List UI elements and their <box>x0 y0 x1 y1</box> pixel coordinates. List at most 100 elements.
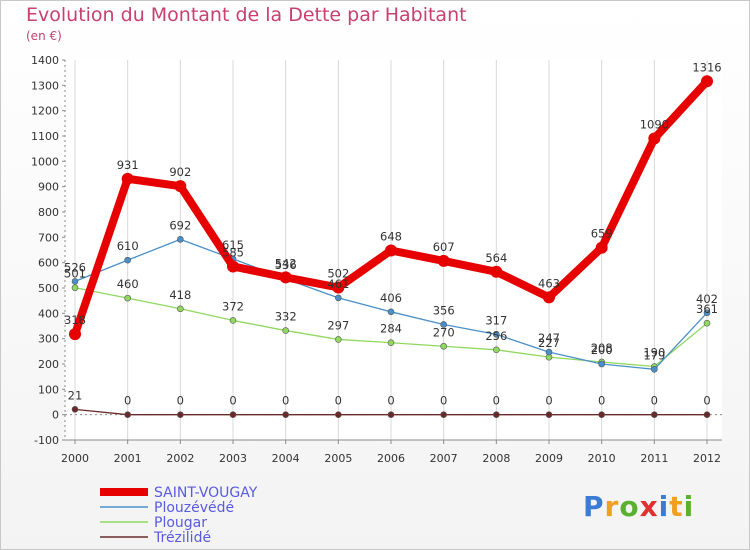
data-label: 0 <box>440 394 447 408</box>
data-point <box>493 346 500 354</box>
logo-letter: t <box>669 490 684 523</box>
data-point <box>71 406 79 413</box>
x-tick-label: 2002 <box>166 452 194 465</box>
logo-letter: P <box>583 490 605 523</box>
data-label: 615 <box>222 238 244 252</box>
data-label: 418 <box>169 288 191 302</box>
y-tick-label: 1400 <box>31 54 59 67</box>
data-label: 0 <box>282 394 289 408</box>
data-point <box>124 256 131 264</box>
data-label: 270 <box>433 325 455 339</box>
y-tick-label: 700 <box>38 231 59 244</box>
data-point <box>282 411 289 418</box>
data-point <box>598 360 605 368</box>
data-label: 692 <box>169 218 191 232</box>
data-label: 564 <box>485 251 507 265</box>
data-label: 502 <box>327 266 349 280</box>
data-point <box>545 411 553 418</box>
data-label: 0 <box>651 394 658 408</box>
data-point <box>124 411 131 418</box>
y-tick-label: 600 <box>38 257 59 270</box>
data-label: 297 <box>327 318 349 332</box>
data-point <box>279 271 292 284</box>
data-label: 21 <box>68 388 83 402</box>
x-tick-label: 2005 <box>324 452 352 465</box>
data-point <box>595 241 608 254</box>
data-label: 585 <box>222 245 244 259</box>
data-label: 247 <box>538 331 560 345</box>
logo-letter: r <box>604 490 620 523</box>
x-tick-label: 2010 <box>588 452 616 465</box>
data-label: 372 <box>222 299 244 313</box>
data-point <box>703 411 711 418</box>
data-point <box>493 331 500 338</box>
y-tick-label: 1100 <box>31 130 59 143</box>
y-tick-label: -100 <box>34 434 59 447</box>
data-label: 318 <box>64 313 86 327</box>
data-point <box>493 411 500 418</box>
data-point <box>227 260 239 273</box>
data-label: 463 <box>538 276 560 290</box>
data-label: 227 <box>538 336 560 350</box>
data-point <box>174 180 187 193</box>
data-point <box>177 236 184 243</box>
legend-label: Plougar <box>154 515 207 531</box>
x-tick-label: 2011 <box>640 452 668 465</box>
data-point <box>490 265 503 278</box>
data-point <box>437 254 450 267</box>
data-label: 501 <box>64 267 86 281</box>
data-label: 361 <box>696 302 718 316</box>
x-tick-label: 2007 <box>430 452 458 465</box>
data-label: 179 <box>643 348 665 362</box>
data-point <box>701 75 713 88</box>
data-label: 0 <box>493 394 500 408</box>
data-label: 284 <box>380 322 402 336</box>
data-label: 607 <box>433 240 455 254</box>
data-label: 0 <box>703 394 710 408</box>
data-point <box>335 336 342 343</box>
data-point <box>71 284 79 292</box>
data-point <box>385 244 397 257</box>
data-label: 460 <box>117 277 139 291</box>
data-point <box>440 342 447 350</box>
data-label: 610 <box>117 239 139 253</box>
data-point <box>229 317 237 324</box>
data-point <box>651 366 658 373</box>
data-point <box>124 294 131 302</box>
data-point <box>335 411 342 418</box>
data-point <box>703 309 711 317</box>
data-point <box>648 132 661 145</box>
data-point <box>69 328 81 341</box>
data-point <box>387 411 395 418</box>
data-label: 931 <box>117 158 139 172</box>
y-tick-label: 300 <box>38 333 59 346</box>
data-point <box>229 411 237 418</box>
data-point <box>598 411 605 418</box>
data-point <box>543 291 555 304</box>
y-tick-label: 100 <box>38 383 59 396</box>
data-point <box>703 319 711 327</box>
data-label: 461 <box>327 277 349 291</box>
y-tick-label: 1000 <box>31 155 59 168</box>
data-point <box>282 327 289 334</box>
y-tick-label: 900 <box>38 181 59 194</box>
x-tick-label: 2004 <box>272 452 300 465</box>
x-tick-label: 2008 <box>482 452 510 465</box>
y-tick-label: 400 <box>38 307 59 320</box>
data-point <box>440 411 447 418</box>
y-tick-label: 500 <box>38 282 59 295</box>
data-label: 0 <box>387 394 394 408</box>
chart-title: Evolution du Montant de la Dette par Hab… <box>26 4 467 26</box>
data-label: 1316 <box>692 60 721 74</box>
data-label: 406 <box>380 291 402 305</box>
data-label: 0 <box>177 394 184 408</box>
legend-label: Plouzévédé <box>154 500 234 516</box>
data-label: 0 <box>335 394 342 408</box>
x-tick-label: 2006 <box>377 452 405 465</box>
data-label: 542 <box>275 256 297 270</box>
y-tick-label: 200 <box>38 358 59 371</box>
data-label: 402 <box>696 292 718 306</box>
logo-letter: x <box>639 490 659 523</box>
data-label: 356 <box>433 303 455 317</box>
